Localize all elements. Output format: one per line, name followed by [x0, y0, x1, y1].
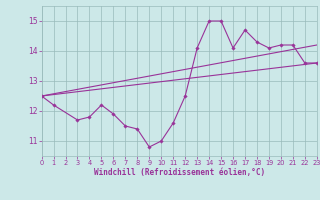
- X-axis label: Windchill (Refroidissement éolien,°C): Windchill (Refroidissement éolien,°C): [94, 168, 265, 177]
